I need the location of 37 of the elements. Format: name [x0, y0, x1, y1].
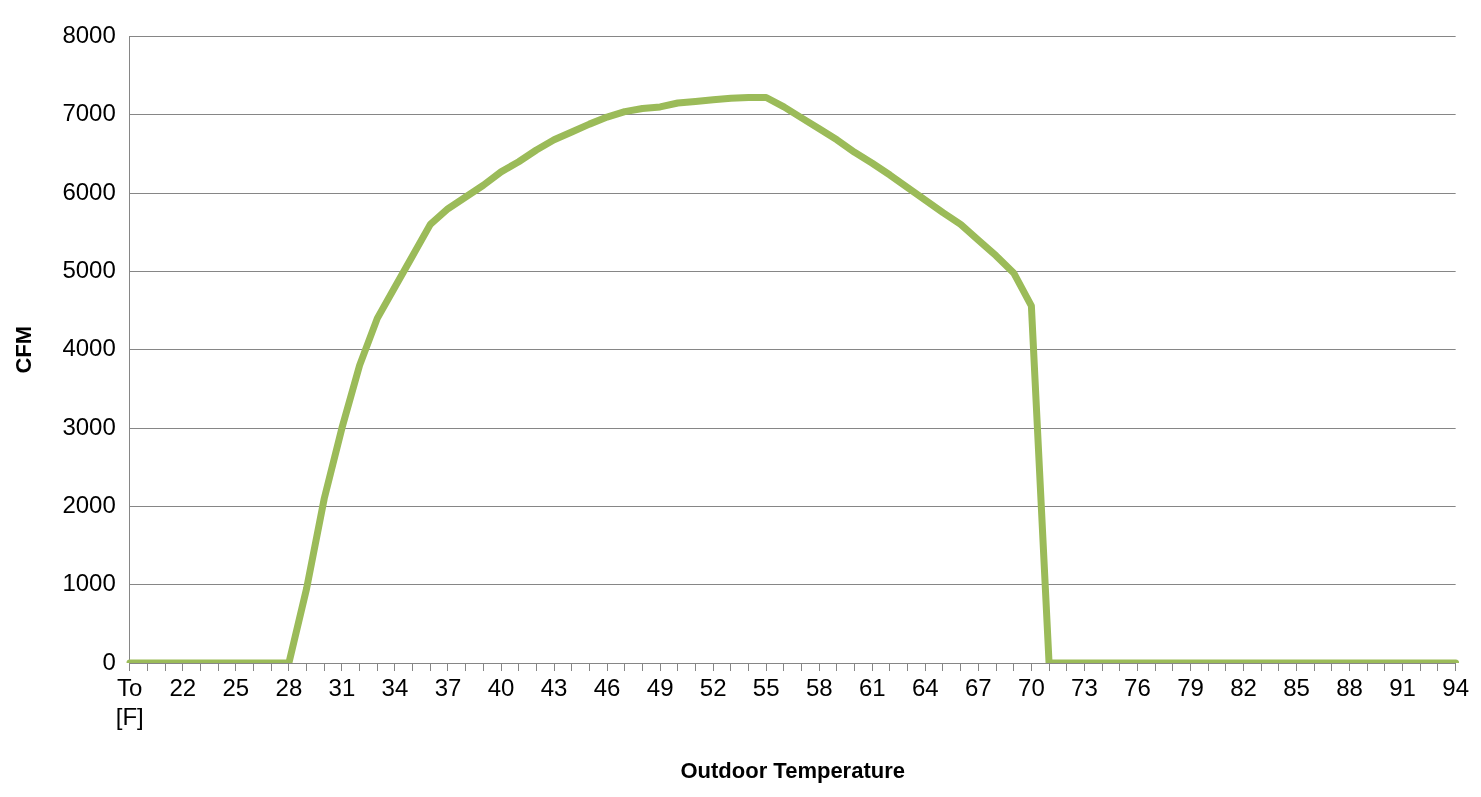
y-tick-label: 3000: [62, 412, 116, 440]
x-tick-label: 49: [646, 674, 674, 702]
y-tick-label: 7000: [62, 99, 116, 127]
x-tick-label: 22: [169, 674, 197, 702]
x-tick-label: 58: [805, 674, 833, 702]
y-tick-label: 2000: [62, 490, 116, 518]
y-axis-title: CFM: [11, 325, 37, 374]
x-tick-label: 67: [964, 674, 992, 702]
x-tick-label: 82: [1230, 674, 1257, 702]
y-tick-label: 4000: [62, 334, 116, 362]
x-tick-label: 61: [858, 674, 886, 702]
x-tick-label: 52: [699, 674, 727, 702]
x-tick-label: 34: [381, 674, 409, 702]
x-tick-label: 85: [1283, 674, 1310, 702]
y-tick-label: 6000: [62, 177, 116, 205]
x-tick-label: 70: [1018, 674, 1045, 702]
x-tick-label: 79: [1177, 674, 1204, 702]
x-tick-label: 94: [1442, 674, 1469, 702]
y-tick-label: 0: [102, 647, 116, 675]
x-tick-label: 28: [275, 674, 303, 702]
x-tick-label: 40: [487, 674, 515, 702]
x-tick-label: 37: [434, 674, 462, 702]
y-tick-label: 8000: [62, 21, 116, 49]
x-tick-label: 43: [540, 674, 568, 702]
x-axis-title: Outdoor Temperature: [680, 757, 905, 783]
y-tick-label: 1000: [62, 569, 116, 597]
x-tick-label: 25: [222, 674, 250, 702]
x-tick-label: 88: [1336, 674, 1363, 702]
x-tick-label: 73: [1071, 674, 1098, 702]
x-tick-label: 64: [911, 674, 939, 702]
x-tick-label: 46: [593, 674, 621, 702]
x-tick-label: To [F]: [115, 674, 144, 730]
y-tick-label: 5000: [62, 256, 116, 283]
x-tick-label: 31: [328, 674, 356, 702]
x-tick-label: 76: [1124, 674, 1151, 702]
x-tick-label: 91: [1389, 674, 1416, 702]
x-tick-label: 55: [752, 674, 780, 702]
